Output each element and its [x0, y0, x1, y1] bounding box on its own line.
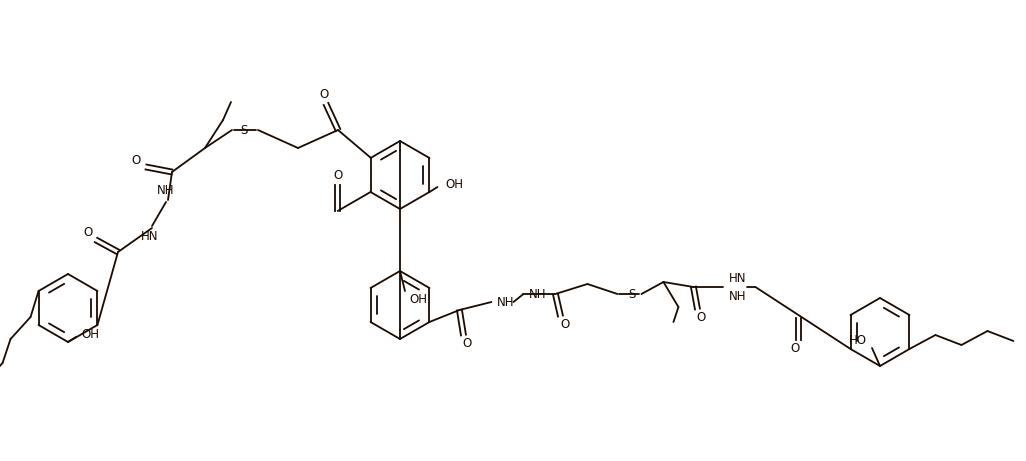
Text: NH: NH — [728, 290, 746, 302]
Text: O: O — [790, 342, 799, 355]
Text: O: O — [463, 337, 472, 349]
Text: O: O — [319, 88, 328, 100]
Text: OH: OH — [445, 177, 464, 190]
Text: HO: HO — [849, 333, 867, 347]
Text: O: O — [83, 225, 92, 238]
Text: HN: HN — [728, 272, 746, 284]
Text: NH: NH — [528, 288, 546, 301]
Text: O: O — [333, 169, 343, 182]
Text: NH: NH — [157, 183, 174, 196]
Text: OH: OH — [409, 292, 427, 306]
Text: O: O — [131, 154, 141, 166]
Text: NH: NH — [497, 296, 514, 308]
Text: HN: HN — [142, 230, 159, 242]
Text: O: O — [561, 318, 570, 331]
Text: OH: OH — [81, 327, 98, 341]
Text: O: O — [697, 311, 706, 324]
Text: S: S — [628, 288, 635, 301]
Text: S: S — [240, 124, 247, 136]
